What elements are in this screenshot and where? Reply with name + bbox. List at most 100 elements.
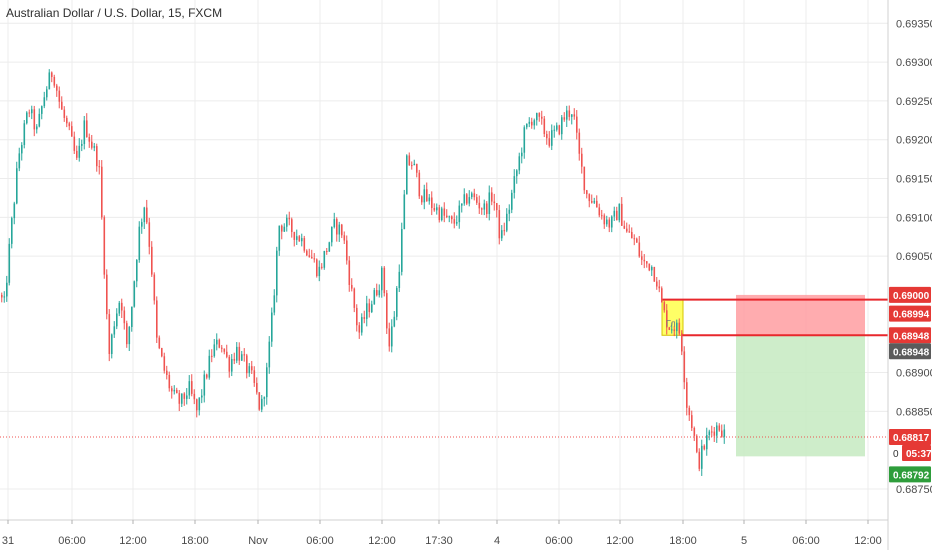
candle[interactable]: [581, 147, 583, 174]
candle[interactable]: [241, 350, 243, 361]
candle[interactable]: [676, 319, 678, 339]
candle[interactable]: [443, 202, 446, 223]
candle[interactable]: [496, 202, 498, 218]
candle[interactable]: [183, 392, 186, 406]
candle[interactable]: [88, 133, 91, 148]
candle[interactable]: [263, 396, 266, 407]
candle[interactable]: [143, 206, 146, 229]
candle[interactable]: [156, 296, 158, 344]
candle[interactable]: [276, 246, 278, 303]
candle[interactable]: [433, 203, 436, 212]
candle[interactable]: [723, 424, 726, 444]
candle[interactable]: [266, 362, 268, 405]
candle[interactable]: [508, 204, 511, 222]
candle[interactable]: [633, 234, 636, 246]
candle[interactable]: [178, 390, 181, 412]
candle[interactable]: [228, 354, 231, 378]
candle[interactable]: [358, 322, 361, 339]
candle[interactable]: [198, 397, 201, 416]
candle[interactable]: [436, 203, 438, 215]
candle[interactable]: [43, 91, 46, 109]
candle[interactable]: [498, 204, 501, 245]
candle[interactable]: [593, 197, 596, 204]
candle[interactable]: [106, 269, 108, 320]
candle[interactable]: [701, 439, 703, 476]
candle[interactable]: [411, 161, 413, 170]
candle[interactable]: [696, 434, 698, 454]
candle[interactable]: [573, 108, 576, 120]
candle[interactable]: [11, 216, 13, 249]
candle[interactable]: [616, 206, 618, 221]
candle[interactable]: [486, 201, 488, 218]
candle[interactable]: [366, 295, 368, 327]
candle[interactable]: [318, 260, 321, 282]
candle[interactable]: [16, 161, 18, 205]
candle[interactable]: [668, 326, 671, 331]
candle[interactable]: [18, 147, 21, 172]
candle[interactable]: [23, 120, 26, 149]
candle[interactable]: [163, 352, 166, 374]
candle[interactable]: [336, 217, 338, 242]
candle[interactable]: [431, 191, 433, 216]
candle[interactable]: [663, 300, 666, 313]
candle[interactable]: [68, 121, 71, 131]
candle[interactable]: [586, 189, 588, 199]
candle[interactable]: [458, 200, 461, 229]
candle[interactable]: [461, 203, 463, 213]
candle[interactable]: [413, 159, 416, 166]
candle[interactable]: [173, 385, 176, 395]
candle[interactable]: [448, 215, 451, 223]
candle[interactable]: [278, 225, 281, 256]
candle[interactable]: [383, 266, 386, 297]
candle[interactable]: [391, 319, 393, 353]
candle[interactable]: [403, 189, 406, 230]
candle[interactable]: [438, 204, 441, 223]
candle[interactable]: [596, 195, 598, 208]
candle[interactable]: [348, 256, 351, 292]
candle[interactable]: [683, 346, 686, 390]
candle[interactable]: [478, 195, 481, 214]
candle[interactable]: [316, 258, 318, 278]
candle[interactable]: [298, 235, 301, 242]
candle[interactable]: [658, 279, 661, 293]
candle[interactable]: [341, 223, 343, 239]
candle[interactable]: [38, 108, 41, 128]
candle[interactable]: [718, 423, 721, 432]
candle[interactable]: [418, 169, 421, 199]
candle[interactable]: [648, 263, 651, 272]
candle[interactable]: [623, 220, 626, 230]
candle[interactable]: [286, 214, 288, 232]
candle[interactable]: [511, 189, 513, 214]
candle[interactable]: [243, 348, 246, 362]
candle[interactable]: [681, 330, 683, 356]
candle[interactable]: [513, 169, 516, 199]
candle[interactable]: [208, 349, 211, 380]
candle[interactable]: [71, 121, 73, 137]
candle[interactable]: [568, 105, 571, 121]
candle[interactable]: [301, 233, 303, 247]
candle[interactable]: [136, 259, 138, 288]
candle[interactable]: [526, 123, 528, 130]
candle[interactable]: [131, 306, 133, 332]
candle[interactable]: [338, 221, 341, 242]
candle[interactable]: [583, 166, 586, 194]
candle[interactable]: [283, 223, 286, 232]
candle[interactable]: [643, 254, 646, 269]
candle[interactable]: [356, 304, 358, 332]
candle[interactable]: [423, 184, 426, 210]
candle[interactable]: [186, 388, 188, 405]
candle[interactable]: [518, 152, 521, 175]
candle[interactable]: [546, 130, 548, 145]
candle[interactable]: [193, 389, 196, 405]
candle[interactable]: [523, 125, 526, 159]
candle[interactable]: [326, 247, 328, 255]
candle[interactable]: [81, 139, 83, 152]
time-axis[interactable]: 31 06:00 12:00 18:00 Nov 06:00 12:00 17:30 4 06:0…: [2, 520, 882, 547]
candle[interactable]: [216, 333, 218, 351]
candle[interactable]: [653, 266, 656, 282]
candle[interactable]: [401, 222, 403, 276]
candle[interactable]: [248, 363, 251, 377]
candle[interactable]: [166, 365, 168, 380]
candle[interactable]: [303, 235, 306, 253]
candle[interactable]: [113, 321, 116, 338]
